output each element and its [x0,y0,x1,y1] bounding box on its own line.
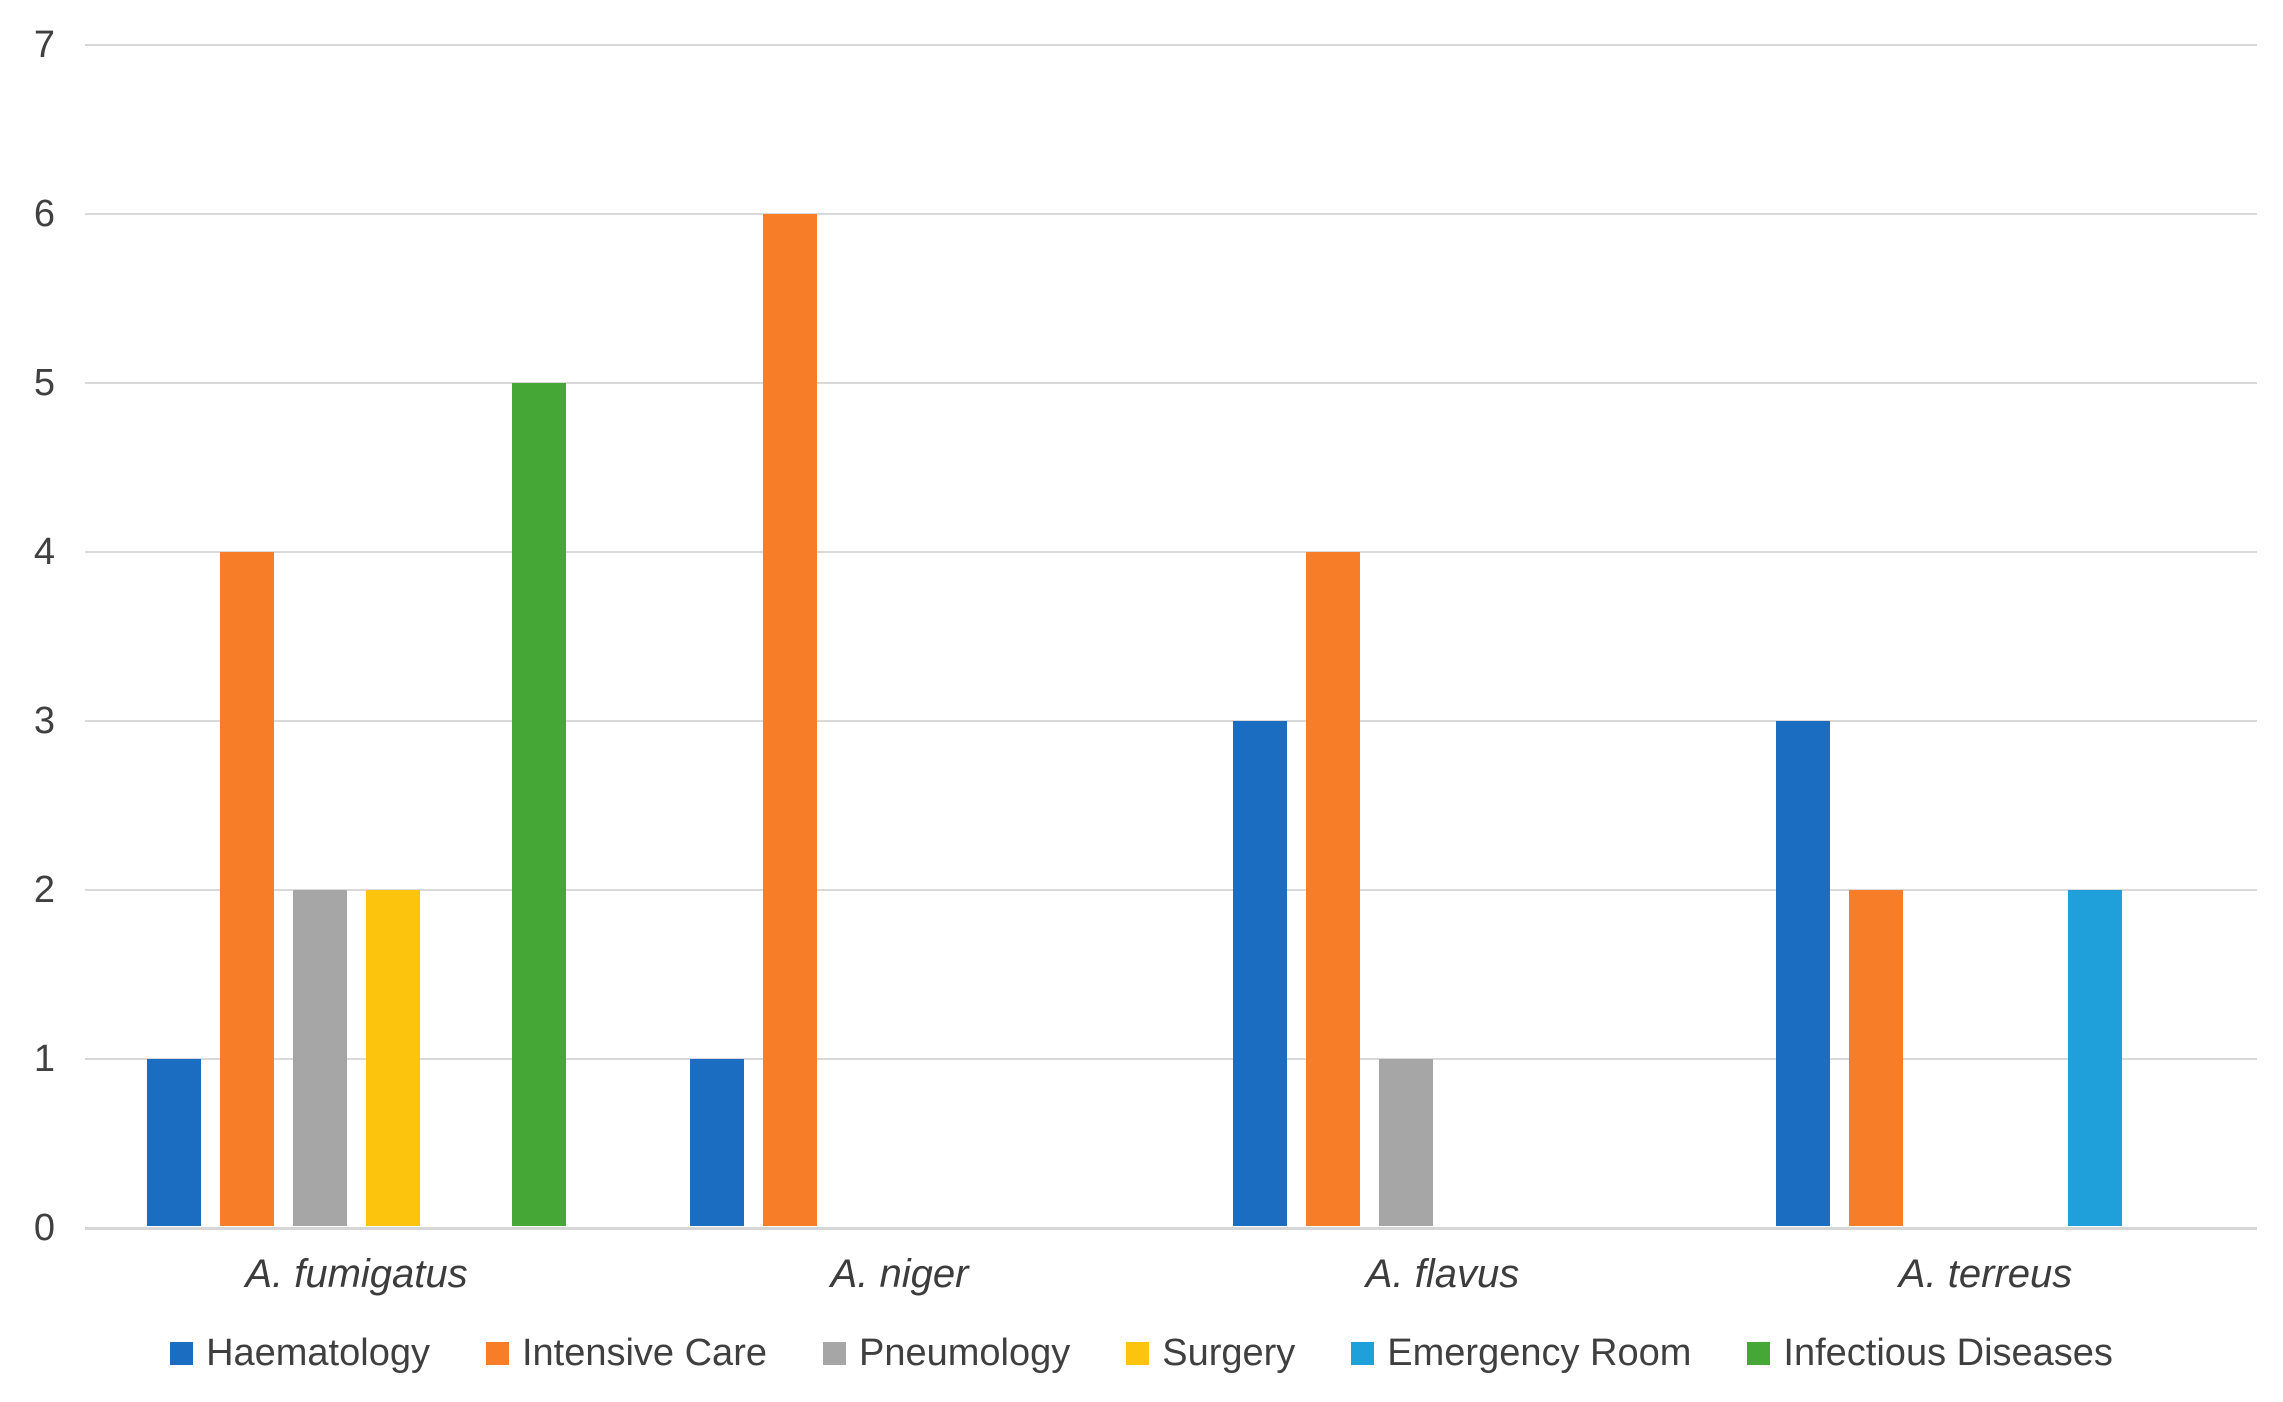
legend-label-intensive-care: Intensive Care [521,1332,767,1374]
legend-label-haematology: Haematology [206,1332,430,1374]
bar-infectious-diseases-a-fumigatus [512,383,566,1226]
y-tick-label-3: 3 [33,700,55,742]
gridline-3 [85,720,2257,722]
bar-emergency-room-a-terreus [2068,890,2122,1226]
bar-pneumology-a-fumigatus [293,890,347,1226]
y-tick-label-4: 4 [33,531,55,573]
legend-swatch-intensive-care [485,1342,509,1365]
gridline-4 [85,551,2257,553]
bar-haematology-a-fumigatus [147,1059,201,1226]
gridline-2 [85,889,2257,891]
bar-intensive-care-a-terreus [1849,890,1903,1226]
legend-label-surgery: Surgery [1162,1332,1296,1374]
bar-pneumology-a-flavus [1379,1059,1433,1226]
legend-swatch-infectious-diseases [1747,1342,1771,1365]
bar-haematology-a-terreus [1776,721,1830,1226]
legend-label-infectious-diseases: Infectious Diseases [1783,1332,2113,1374]
bar-intensive-care-a-fumigatus [220,552,274,1226]
x-category-label-a-niger: A. niger [830,1252,969,1296]
legend: Haematology Intensive Care Pneumology Surge… [0,1332,2283,1375]
bar-surgery-a-fumigatus [366,890,420,1226]
bar-intensive-care-a-niger [763,214,817,1226]
x-category-label-a-flavus: A. flavus [1365,1252,1520,1296]
gridline-5 [85,382,2257,384]
y-tick-label-1: 1 [33,1038,55,1080]
legend-item-infectious-diseases: Infectious Diseases [1747,1332,2113,1375]
y-tick-label-5: 5 [33,362,55,404]
bar-haematology-a-flavus [1233,721,1287,1226]
legend-swatch-surgery [1126,1342,1150,1365]
gridline-6 [85,213,2257,215]
y-tick-label-6: 6 [33,193,55,235]
legend-label-emergency-room: Emergency Room [1387,1332,1692,1374]
bar-intensive-care-a-flavus [1306,552,1360,1226]
gridline-1 [85,1058,2257,1060]
legend-item-surgery: Surgery [1126,1332,1295,1375]
gridline-7 [85,44,2257,46]
y-tick-label-7: 7 [33,24,55,66]
plot-area [85,44,2257,1230]
bar-haematology-a-niger [690,1059,744,1226]
x-category-label-a-fumigatus: A. fumigatus [245,1252,468,1296]
legend-item-intensive-care: Intensive Care [485,1332,767,1375]
legend-swatch-pneumology [822,1342,846,1365]
y-tick-label-2: 2 [33,869,55,911]
x-category-label-a-terreus: A. terreus [1898,1252,2073,1296]
legend-item-haematology: Haematology [170,1332,430,1375]
gridline-0 [85,1227,2257,1230]
legend-label-pneumology: Pneumology [858,1332,1071,1374]
legend-swatch-emergency-room [1351,1342,1375,1365]
legend-swatch-haematology [170,1342,194,1365]
y-tick-label-0: 0 [33,1207,55,1249]
legend-item-pneumology: Pneumology [822,1332,1071,1375]
legend-item-emergency-room: Emergency Room [1351,1332,1691,1375]
